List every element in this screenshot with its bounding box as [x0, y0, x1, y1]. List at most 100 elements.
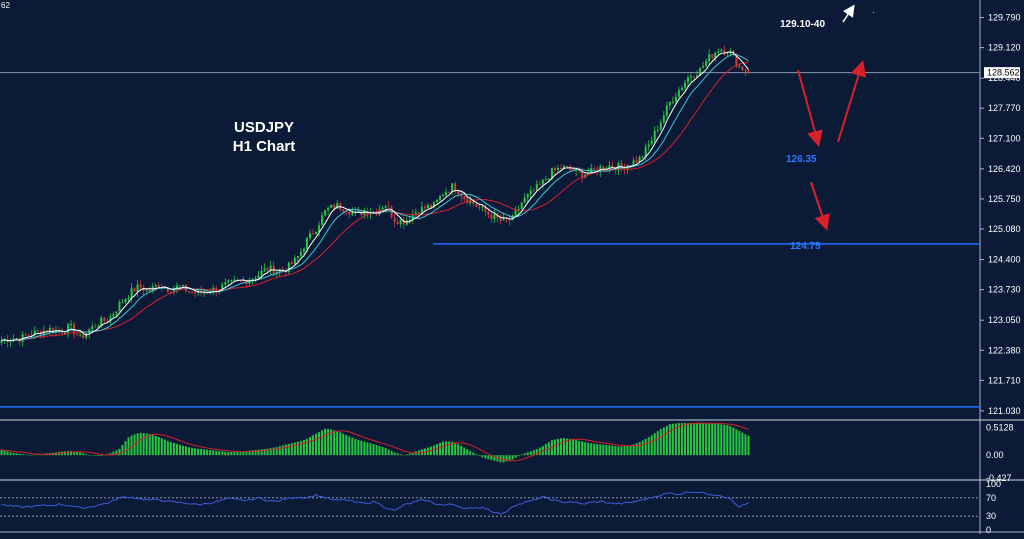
candle-body: [599, 166, 602, 173]
candle-body: [94, 326, 97, 328]
candle-body: [402, 219, 405, 225]
macd-bar: [708, 423, 711, 456]
candle-body: [396, 221, 399, 224]
macd-bar: [726, 425, 729, 456]
macd-bar: [738, 430, 741, 456]
candle-body: [254, 278, 257, 280]
candle-body: [142, 287, 145, 291]
macd-bar: [118, 448, 121, 456]
macd-bar: [260, 449, 263, 456]
candle-body: [578, 168, 581, 172]
macd-bar: [408, 453, 411, 456]
candle-body: [496, 214, 499, 218]
macd-bar: [287, 443, 290, 456]
candle-body: [27, 335, 30, 337]
candle-body: [296, 256, 299, 258]
candle-body: [327, 207, 330, 210]
candle-body: [466, 198, 469, 204]
macd-bar: [445, 441, 448, 456]
macd-bar: [369, 443, 372, 456]
candle-body: [442, 195, 445, 197]
macd-bar: [599, 444, 602, 456]
candle-body: [103, 317, 106, 321]
macd-bar: [239, 451, 242, 456]
candle-body: [242, 280, 245, 282]
down-arrow-to-126-35: [797, 69, 823, 147]
up-arrow-target: [842, 4, 855, 23]
candle-body: [321, 215, 324, 226]
candle-body: [687, 77, 690, 83]
candle-body: [445, 191, 448, 196]
candle-body: [188, 291, 191, 293]
candle-body: [735, 55, 738, 67]
candle-body: [581, 171, 584, 178]
candle-body: [166, 287, 169, 292]
candle-body: [547, 178, 550, 180]
macd-bar: [15, 453, 18, 456]
macd-bar: [112, 451, 115, 456]
candle-body: [620, 163, 623, 168]
ma-fast-line: [1, 51, 749, 342]
macd-bar: [647, 437, 650, 456]
candle-body: [556, 168, 559, 171]
candle-body: [550, 168, 553, 179]
candle-body: [635, 160, 638, 163]
candle-body: [693, 76, 696, 78]
macd-bar: [671, 423, 674, 456]
candle-body: [79, 334, 82, 336]
macd-bar: [230, 451, 233, 456]
candle-body: [73, 324, 76, 335]
macd-bar: [472, 452, 475, 456]
candle-body: [64, 332, 67, 334]
candle-body: [411, 213, 414, 220]
macd-bar: [454, 442, 457, 456]
candle-body: [429, 205, 432, 208]
rsi-tick-label: 30: [986, 511, 996, 521]
macd-bar: [315, 433, 318, 456]
candle-body: [747, 70, 750, 74]
macd-bar: [460, 445, 463, 456]
macd-bar: [469, 450, 472, 456]
candle-body: [523, 197, 526, 203]
macd-bar: [608, 445, 611, 456]
macd-bar: [517, 455, 520, 457]
macd-bar: [587, 442, 590, 456]
candle-body: [705, 61, 708, 67]
candle-body: [650, 140, 653, 145]
price-tick-label: 129.120: [988, 43, 1021, 53]
macd-bar: [411, 452, 414, 456]
macd-bar: [635, 443, 638, 456]
macd-histogram: [0, 423, 750, 463]
macd-bar: [336, 431, 339, 456]
macd-bar: [9, 452, 12, 456]
macd-bar: [251, 450, 254, 456]
macd-bar: [372, 444, 375, 456]
macd-bar: [584, 442, 587, 456]
candle-body: [677, 90, 680, 97]
macd-bar: [508, 455, 511, 461]
candle-body: [448, 191, 451, 193]
macd-bar: [632, 444, 635, 456]
macd-bar: [181, 445, 184, 456]
price-tick-label: 127.770: [988, 103, 1021, 113]
candle-body: [647, 144, 650, 147]
macd-bar: [665, 425, 668, 456]
macd-bar: [448, 441, 451, 456]
macd-bar: [626, 445, 629, 456]
macd-bar: [27, 454, 30, 456]
macd-bar: [281, 445, 284, 456]
candle-body: [257, 275, 260, 279]
macd-bar: [109, 453, 112, 456]
macd-bar: [563, 438, 566, 456]
macd-bar: [248, 450, 251, 456]
macd-bar: [169, 441, 172, 456]
macd-bar: [714, 423, 717, 456]
macd-bar: [511, 455, 514, 460]
macd-bar: [33, 454, 36, 456]
candle-body: [106, 320, 109, 322]
candle-body: [723, 49, 726, 54]
candle-body: [490, 214, 493, 219]
macd-bar: [357, 439, 360, 456]
macd-bar: [6, 451, 9, 456]
candle-body: [302, 248, 305, 252]
